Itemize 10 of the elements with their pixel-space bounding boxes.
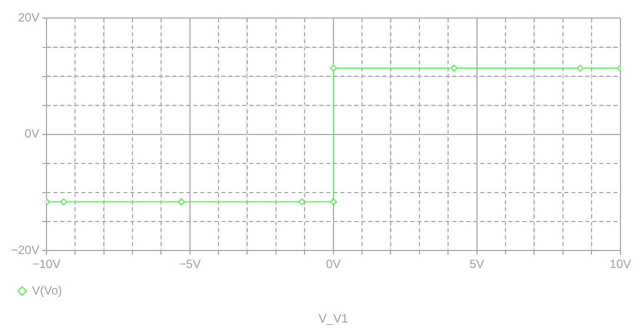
y-tick-label: 20V [18,10,40,25]
x-tick-label: −5V [179,257,201,272]
y-tick-label: −20V [11,242,40,257]
x-tick-label: 5V [469,257,484,272]
legend-label: V(Vo) [32,283,62,298]
x-axis-title: V_V1 [318,311,348,326]
x-tick-label: 0V [326,257,341,272]
x-tick-label: −10V [32,257,61,272]
y-tick-label: 0V [24,126,40,141]
x-tick-label: 10V [610,257,632,272]
